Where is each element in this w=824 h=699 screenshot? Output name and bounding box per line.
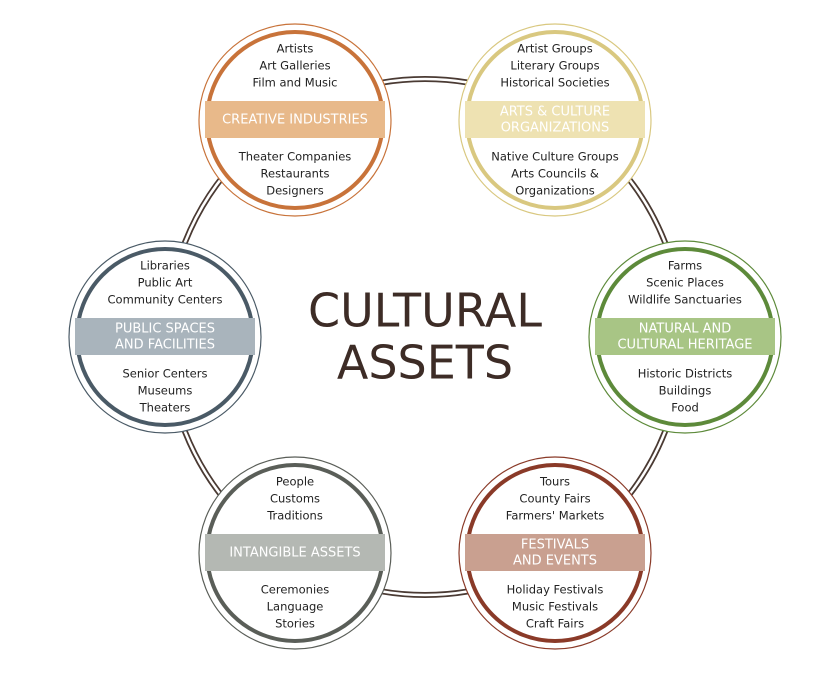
node-label: AND EVENTS (513, 554, 597, 569)
node-band (465, 101, 645, 138)
node-item: Theaters (139, 401, 191, 415)
node-item: Artist Groups (517, 42, 592, 56)
node-label: CREATIVE INDUSTRIES (222, 113, 368, 128)
node-item: Farmers' Markets (506, 509, 604, 523)
node-item: Theater Companies (238, 150, 352, 164)
center-title: ASSETS (337, 336, 513, 390)
node-item: County Fairs (519, 492, 590, 506)
node-item: Craft Fairs (526, 617, 584, 631)
node-item: Buildings (659, 384, 712, 398)
node-item: Organizations (515, 184, 595, 198)
node-item: Farms (668, 259, 702, 273)
node-band (205, 534, 385, 571)
node-item: Museums (138, 384, 193, 398)
node-item: Restaurants (261, 167, 330, 181)
node-item: Literary Groups (510, 59, 599, 73)
node-item: Historical Societies (500, 76, 609, 90)
node-label: FESTIVALS (521, 538, 589, 553)
node-item: Traditions (266, 509, 323, 523)
node-item: Artists (277, 42, 314, 56)
node-item: Designers (266, 184, 324, 198)
node-label: INTANGIBLE ASSETS (229, 546, 360, 561)
node-item: Public Art (138, 276, 193, 290)
node-item: Wildlife Sanctuaries (628, 293, 742, 307)
node-band (595, 318, 775, 355)
node-band (75, 318, 255, 355)
node-item: Tours (539, 475, 570, 489)
node-item: Holiday Festivals (507, 583, 604, 597)
center-title: CULTURAL (308, 284, 542, 338)
node-item: Food (671, 401, 699, 415)
node-label: NATURAL AND (639, 322, 731, 337)
node-item: Scenic Places (646, 276, 724, 290)
node-item: Arts Councils & (511, 167, 599, 181)
node-item: Native Culture Groups (491, 150, 618, 164)
node-item: Senior Centers (123, 367, 208, 381)
node-item: Music Festivals (512, 600, 598, 614)
node-label: ARTS & CULTURE (500, 105, 610, 120)
node-label: PUBLIC SPACES (115, 322, 215, 337)
node-item: Language (267, 600, 324, 614)
node-item: Customs (270, 492, 320, 506)
node-item: People (276, 475, 314, 489)
node-item: Film and Music (252, 76, 337, 90)
node-item: Historic Districts (638, 367, 733, 381)
node-band (205, 101, 385, 138)
node-item: Community Centers (108, 293, 223, 307)
node-label: AND FACILITIES (115, 338, 215, 353)
node-label: CULTURAL HERITAGE (617, 338, 752, 353)
node-band (465, 534, 645, 571)
node-label: ORGANIZATIONS (501, 121, 610, 136)
node-item: Libraries (140, 259, 190, 273)
node-item: Stories (275, 617, 315, 631)
node-item: Ceremonies (261, 583, 329, 597)
node-item: Art Galleries (259, 59, 330, 73)
